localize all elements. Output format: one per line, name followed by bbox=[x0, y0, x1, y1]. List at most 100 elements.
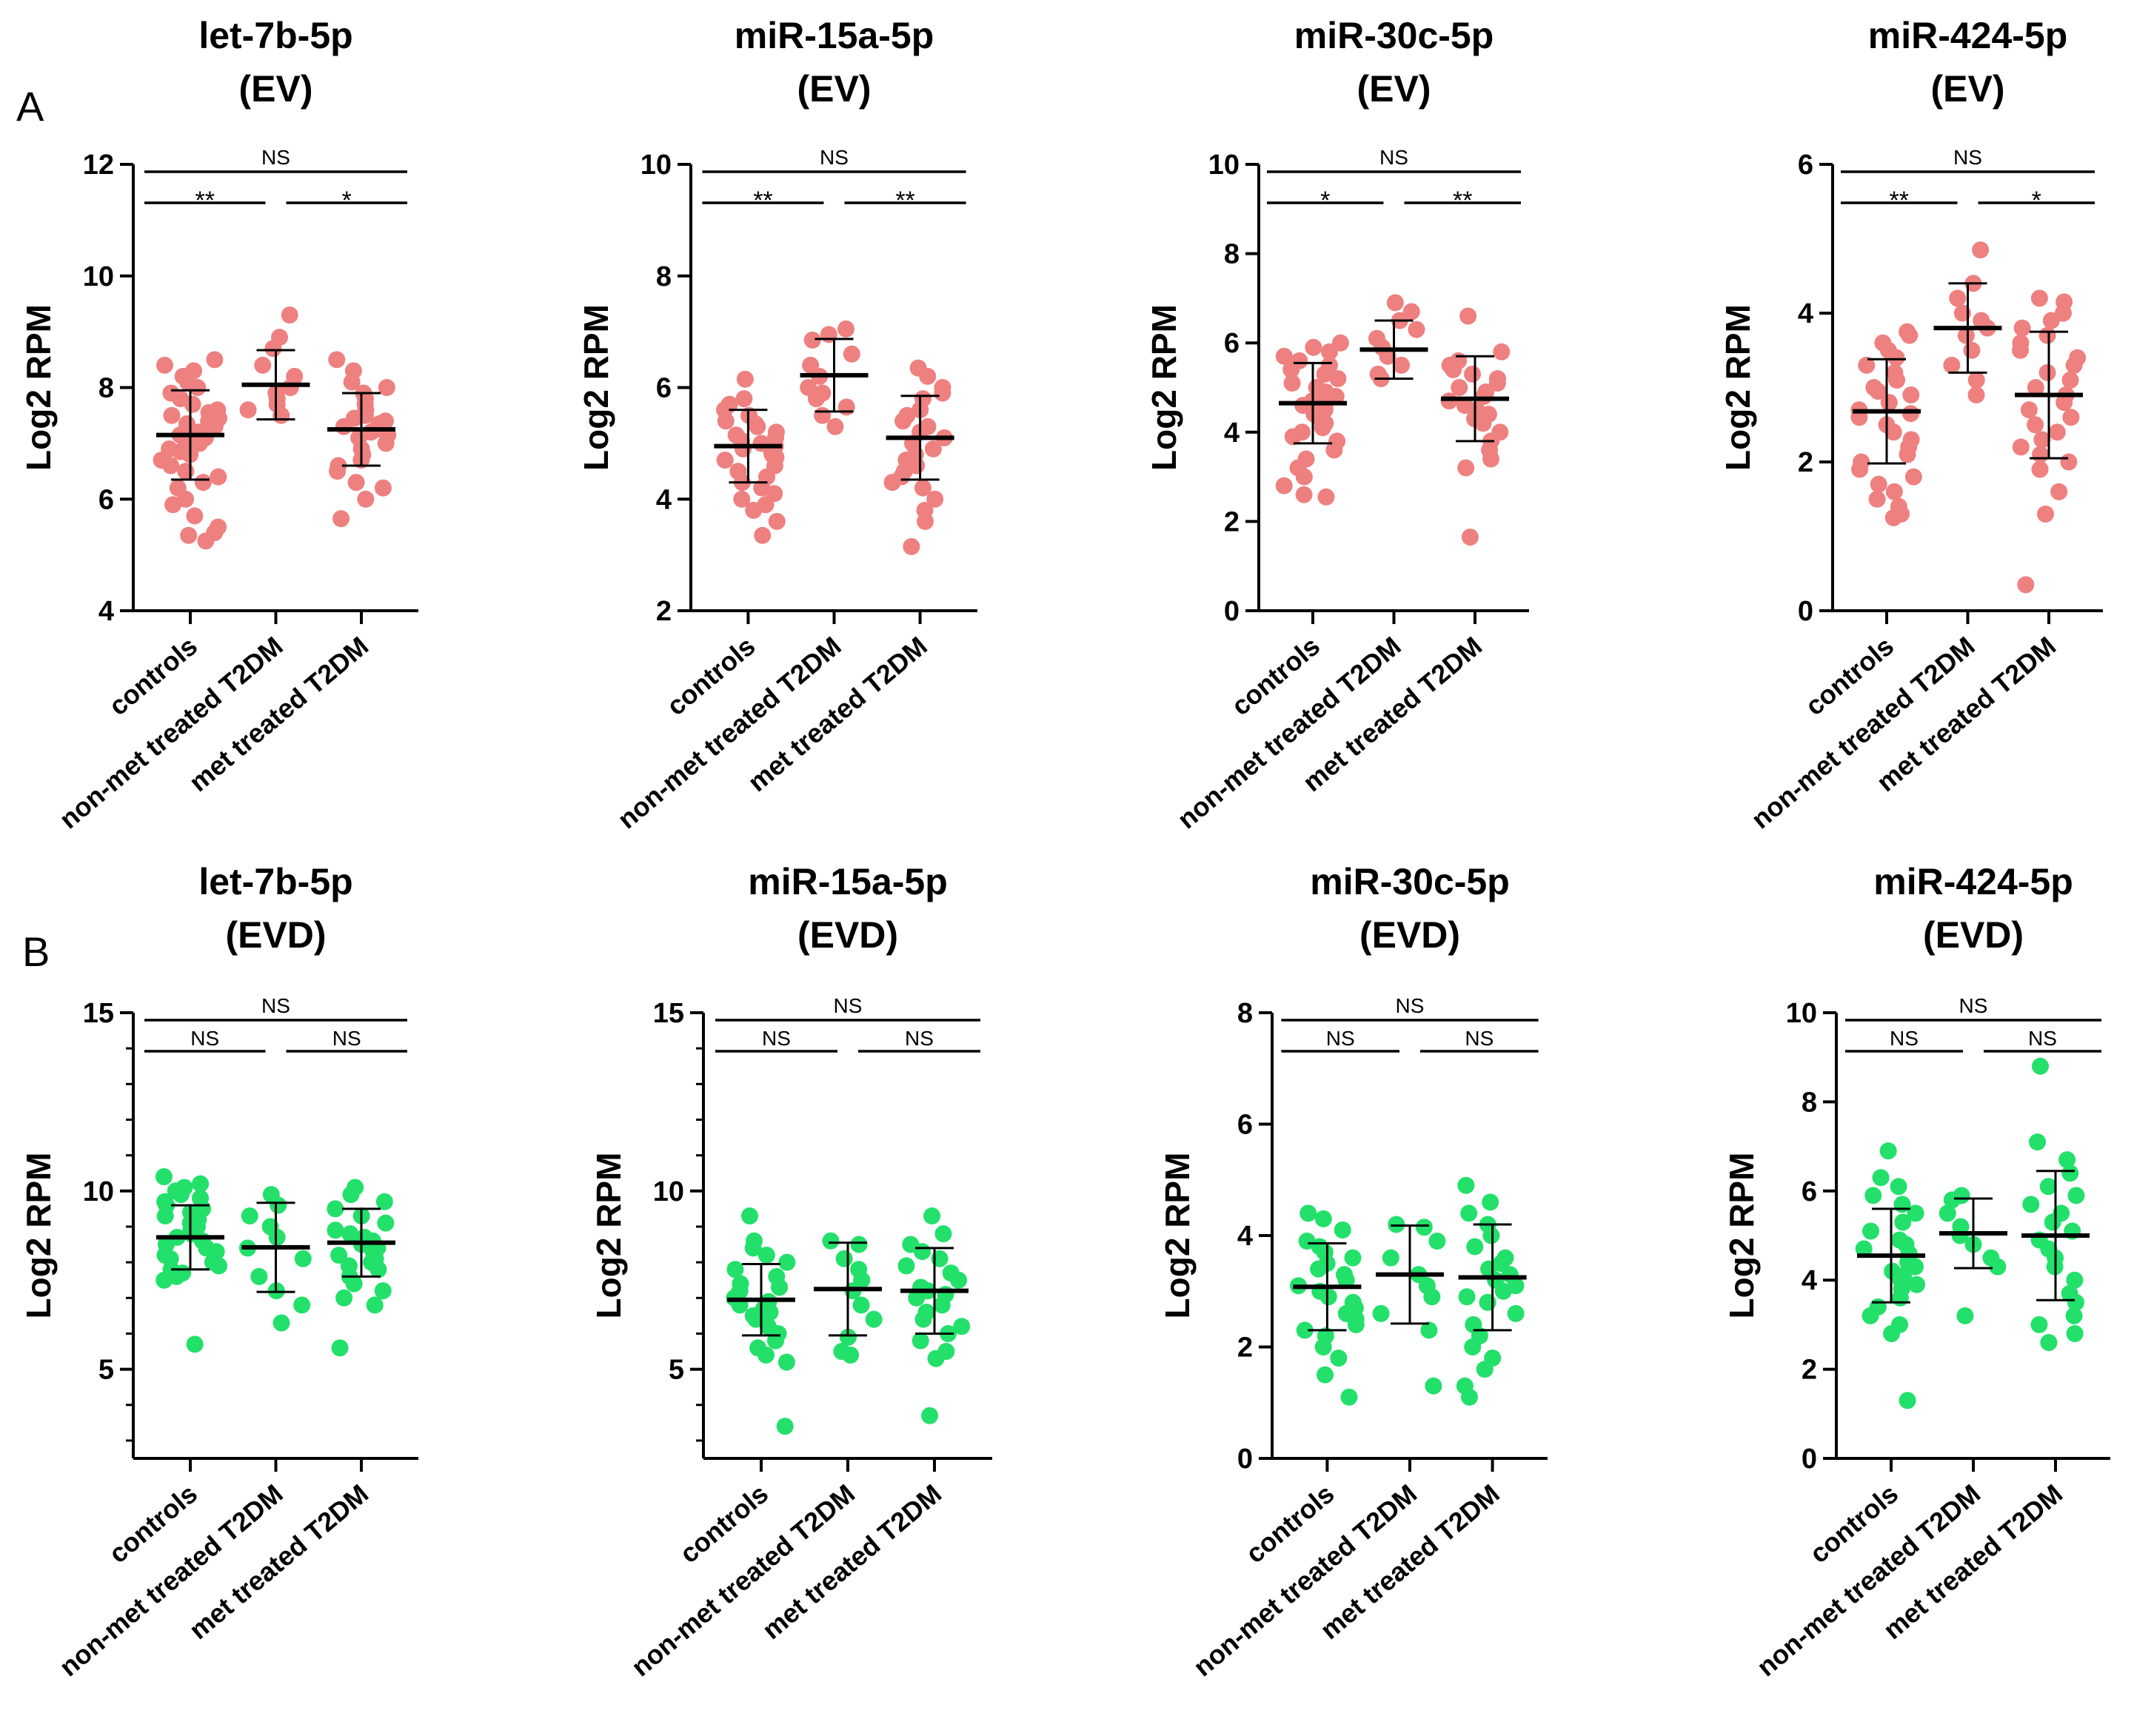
y-tick-label: 10 bbox=[640, 150, 672, 181]
data-point bbox=[180, 526, 198, 544]
data-point bbox=[749, 418, 766, 435]
data-point bbox=[1872, 1169, 1890, 1187]
y-tick-label: 0 bbox=[1802, 1444, 1817, 1475]
data-point bbox=[2017, 576, 2035, 594]
data-point bbox=[156, 1207, 174, 1225]
y-tick-label: 10 bbox=[83, 1176, 114, 1207]
data-point bbox=[740, 1207, 758, 1225]
data-point bbox=[293, 1296, 311, 1314]
chart-title: miR-30c-5p bbox=[1310, 861, 1510, 902]
data-point bbox=[357, 490, 375, 508]
significance-label-top: NS bbox=[1953, 146, 1982, 169]
data-point bbox=[1282, 361, 1300, 378]
data-point bbox=[1956, 1307, 1974, 1324]
data-point bbox=[374, 1282, 392, 1300]
y-tick-label: 2 bbox=[1798, 447, 1813, 478]
data-point bbox=[717, 412, 735, 430]
data-point bbox=[294, 1250, 312, 1267]
data-point bbox=[1388, 1216, 1405, 1233]
data-point bbox=[191, 435, 209, 452]
data-point bbox=[1314, 1210, 1332, 1227]
data-point bbox=[1329, 369, 1347, 387]
data-point bbox=[2061, 1164, 2079, 1182]
significance-label-left: * bbox=[1320, 187, 1330, 215]
data-point bbox=[1967, 371, 1985, 389]
chart-subtitle: (EV) bbox=[1931, 68, 2005, 110]
significance-label-right: * bbox=[342, 187, 352, 215]
data-point bbox=[1458, 1288, 1476, 1306]
data-point bbox=[192, 1175, 210, 1193]
y-tick-label: 10 bbox=[653, 1176, 684, 1207]
data-point bbox=[155, 1271, 173, 1289]
data-point bbox=[1864, 1187, 1882, 1204]
data-point bbox=[1344, 1249, 1362, 1267]
data-point bbox=[1314, 1338, 1332, 1355]
y-axis-label: Log2 RPM bbox=[19, 304, 58, 471]
panel-label-a: A bbox=[16, 83, 44, 130]
data-point bbox=[912, 1332, 929, 1350]
y-tick-label: 0 bbox=[1798, 596, 1813, 627]
y-axis-label: Log2 RPM bbox=[1158, 1153, 1197, 1319]
data-point bbox=[1862, 1307, 1879, 1324]
data-point bbox=[839, 1328, 857, 1346]
data-point bbox=[754, 526, 772, 544]
panel-label-b: B bbox=[22, 928, 50, 975]
data-point bbox=[341, 1225, 359, 1243]
data-point bbox=[331, 1339, 349, 1357]
y-tick-label: 2 bbox=[1802, 1355, 1817, 1386]
data-point bbox=[327, 1200, 344, 1218]
data-point bbox=[2039, 1178, 2057, 1196]
data-point bbox=[1440, 392, 1458, 410]
data-point bbox=[1445, 361, 1462, 378]
data-point bbox=[2048, 423, 2066, 441]
data-point bbox=[177, 463, 195, 480]
data-point bbox=[768, 512, 786, 530]
y-tick-label: 6 bbox=[656, 373, 672, 404]
data-point bbox=[1908, 1276, 1926, 1293]
data-point bbox=[1488, 374, 1506, 392]
data-point bbox=[933, 1296, 951, 1314]
y-tick-label: 8 bbox=[656, 261, 672, 292]
data-point bbox=[1476, 1361, 1494, 1378]
data-point bbox=[842, 1346, 860, 1364]
y-tick-label: 4 bbox=[98, 596, 114, 627]
data-point bbox=[1507, 1304, 1525, 1322]
y-tick-label: 15 bbox=[653, 998, 684, 1029]
data-point bbox=[865, 1310, 883, 1328]
significance-label-left: ** bbox=[753, 187, 772, 215]
y-axis-label: Log2 RPM bbox=[1145, 304, 1183, 471]
y-tick-label: 6 bbox=[1237, 1110, 1253, 1141]
data-point bbox=[1347, 1316, 1365, 1333]
data-point bbox=[343, 373, 361, 391]
data-point bbox=[2037, 505, 2055, 523]
data-point bbox=[1907, 1204, 1924, 1222]
significance-label-top: NS bbox=[261, 994, 290, 1017]
data-point bbox=[2012, 438, 2030, 456]
data-point bbox=[1457, 1176, 1475, 1194]
significance-label-right: ** bbox=[1453, 187, 1472, 215]
y-tick-label: 10 bbox=[83, 261, 114, 292]
data-point bbox=[189, 379, 207, 396]
data-point bbox=[2027, 416, 2044, 434]
data-point bbox=[1466, 1238, 1484, 1256]
y-tick-label: 8 bbox=[1224, 239, 1240, 270]
data-point bbox=[2040, 1333, 2058, 1351]
data-point bbox=[1325, 441, 1343, 459]
data-point bbox=[923, 1207, 941, 1225]
data-point bbox=[1316, 1366, 1334, 1384]
significance-label-top: NS bbox=[834, 994, 863, 1017]
data-point bbox=[757, 1246, 775, 1264]
chart-subtitle: (EV) bbox=[1357, 68, 1431, 110]
data-point bbox=[342, 1186, 360, 1204]
data-point bbox=[835, 1250, 853, 1267]
significance-label-left: NS bbox=[190, 1027, 219, 1050]
data-point bbox=[776, 1418, 794, 1435]
data-point bbox=[2032, 1057, 2050, 1075]
data-point bbox=[745, 501, 763, 519]
data-point bbox=[1428, 1233, 1446, 1250]
data-point bbox=[1855, 1240, 1873, 1258]
data-point bbox=[1425, 1377, 1442, 1395]
